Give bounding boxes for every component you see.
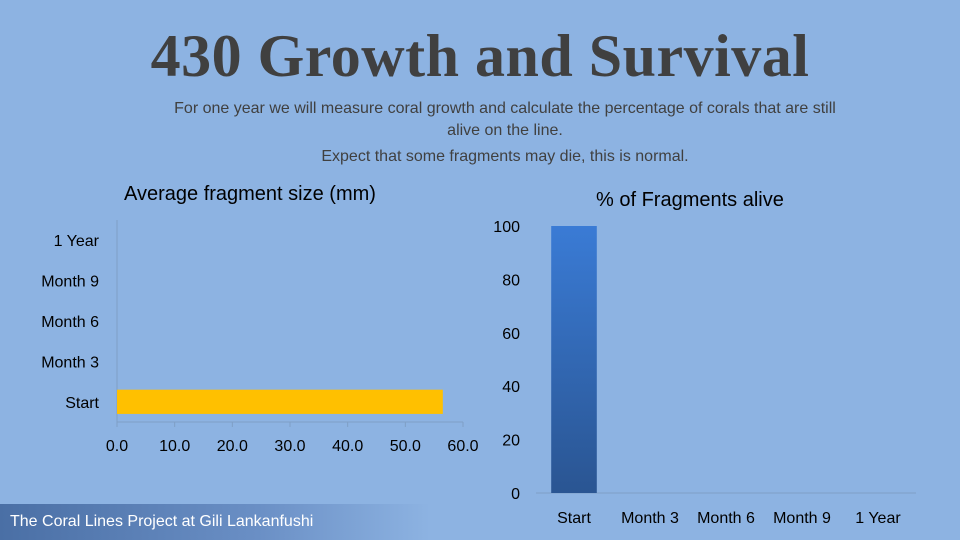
alive-y-tick-label: 0 [511,486,520,503]
size-chart-title: Average fragment size (mm) [124,183,376,205]
slide-subtitle: For one year we will measure coral growt… [174,100,836,139]
alive-category-label: Month 3 [621,510,679,527]
alive-y-tick-label: 100 [493,219,520,236]
size-category-label: 1 Year [54,233,100,250]
size-x-tick-label: 0.0 [106,438,128,455]
alive-category-label: Month 6 [697,510,755,527]
size-category-label: Start [65,395,99,412]
size-x-tick-label: 30.0 [274,438,305,455]
alive-y-tick-label: 40 [502,379,520,396]
size-x-tick-label: 50.0 [390,438,421,455]
size-x-tick-label: 10.0 [159,438,190,455]
size-x-tick-label: 60.0 [447,438,478,455]
alive-category-label: Month 9 [773,510,831,527]
slide-title: 430 Growth and Survival [150,23,810,89]
alive-bar [551,226,597,493]
slide-note: Expect that some fragments may die, this… [321,148,689,165]
alive-y-tick-label: 60 [502,326,520,343]
alive-y-tick-label: 80 [502,272,520,289]
size-x-tick-label: 40.0 [332,438,363,455]
size-category-label: Month 6 [41,314,99,331]
alive-category-label: 1 Year [855,510,901,527]
alive-chart-title: % of Fragments alive [596,189,784,211]
alive-y-tick-label: 20 [502,433,520,450]
size-category-label: Month 9 [41,274,99,291]
size-bar [117,389,443,414]
size-x-tick-label: 20.0 [217,438,248,455]
footer-text: The Coral Lines Project at Gili Lankanfu… [10,513,314,530]
footer-banner: The Coral Lines Project at Gili Lankanfu… [0,504,430,540]
alive-category-label: Start [557,510,591,527]
size-category-label: Month 3 [41,354,99,371]
